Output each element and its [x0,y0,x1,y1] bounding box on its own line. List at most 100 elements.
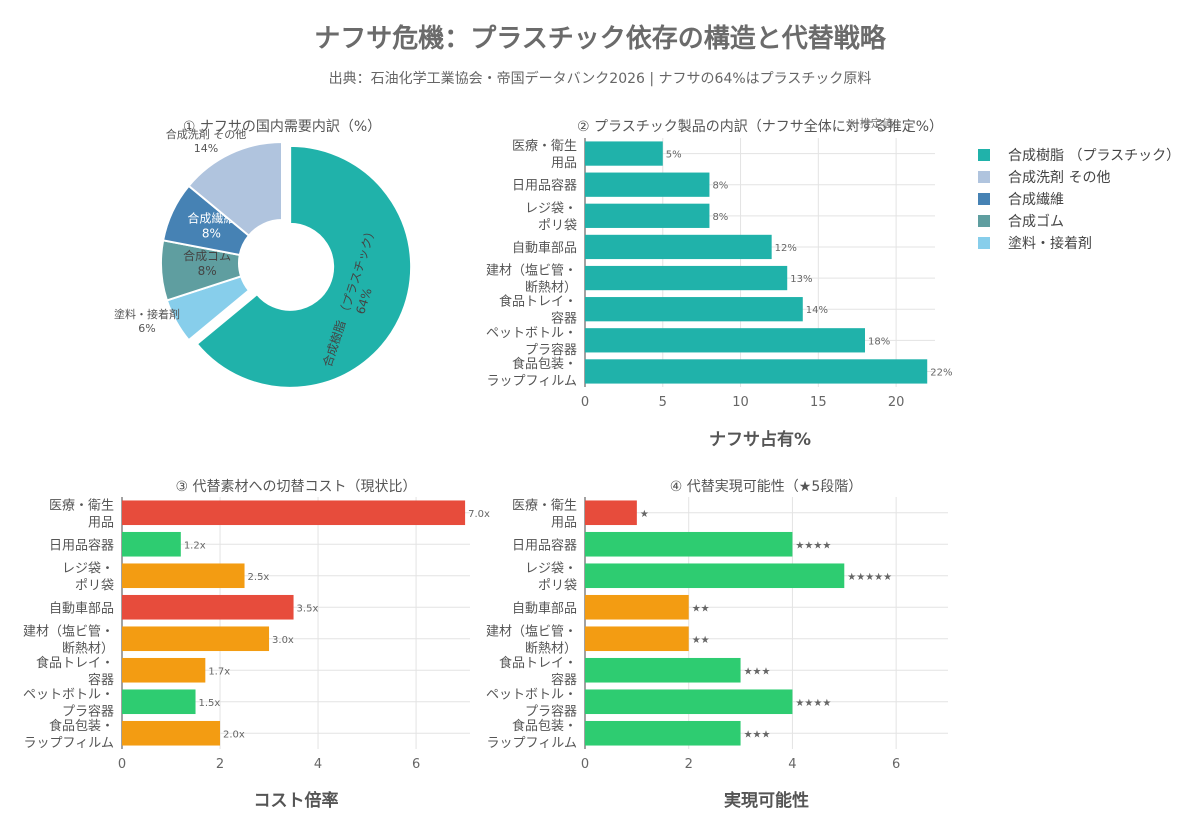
feasibility-data-label: ★★★★ [795,540,831,551]
feasibility-data-label: ★★★ [744,666,771,677]
cost-bar [122,500,466,526]
donut-slice-label: 塗料・接着剤 6% [114,307,180,335]
cost-tick-label: 6 [412,757,420,772]
cost-title: ③ 代替素材への切替コスト（現状比） [176,479,417,495]
share-tick-label: 20 [888,395,905,410]
feasibility-category-label: 建材（塩ビ管・断熱材） [486,624,577,656]
feasibility-category-label: 食品包装・ラップフィルム [487,718,577,751]
share-data-label: 14% [806,305,828,316]
feasibility-bar [585,689,793,715]
feasibility-data-label: ★★★★ [795,698,831,709]
donut-slice [187,140,283,237]
cost-bar [122,720,221,746]
legend-swatch [978,171,990,183]
share-title: ② プラスチック製品の内訳（ナフサ全体に対する推定%） [577,118,943,135]
share-data-label: 5% [666,150,682,161]
cost-bar [122,689,196,715]
legend-item[interactable]: 合成ゴム [978,210,1180,232]
feasibility-category-label: 日用品容器 [512,537,577,553]
legend-label: 合成ゴム [1008,214,1064,230]
legend-label: 合成樹脂 （プラスチック） [1008,148,1181,164]
cost-data-label: 7.0x [468,509,490,520]
share-data-label: 13% [790,274,812,285]
share-bar [585,141,663,166]
cost-data-label: 2.0x [223,729,245,740]
cost-data-label: 1.2x [184,540,206,551]
cost-tick-label: 0 [118,757,126,772]
cost-data-label: 2.5x [248,572,270,583]
legend-label: 塗料・接着剤 [1008,236,1092,252]
share-axis-title: ナフサ占有% [709,429,811,450]
legend-swatch [978,237,990,249]
cost-bar [122,657,206,683]
feasibility-category-label: レジ袋・ポリ袋 [525,561,577,593]
legend-item[interactable]: 合成繊維 [978,188,1180,210]
legend-item[interactable]: 合成洗剤 その他 [978,166,1180,188]
feasibility-data-label: ★★ [692,603,710,614]
share-bar [585,203,710,228]
cost-data-label: 1.7x [208,666,230,677]
share-bar [585,359,928,384]
cost-data-label: 1.5x [199,698,221,709]
share-data-label: 12% [775,243,797,254]
feasibility-category-label: 自動車部品 [512,601,577,616]
share-category-label: 食品トレイ・容器 [499,294,577,327]
cost-category-label: 食品トレイ・容器 [36,655,114,688]
feasibility-bar [585,500,637,526]
legend-swatch [978,193,990,205]
feasibility-tick-label: 6 [892,757,900,772]
feasibility-data-label: ★★ [692,635,710,646]
share-bar [585,297,803,322]
share-annotation: ※ 推定値 [847,116,893,130]
legend-swatch [978,215,990,227]
share-category-label: 建材（塩ビ管・断熱材） [486,264,577,296]
share-tick-label: 15 [810,395,827,410]
feasibility-bar [585,594,689,620]
donut-slice-label: 合成洗剤 その他 14% [166,127,247,155]
share-bar [585,172,710,197]
feasibility-category-label: 食品トレイ・容器 [499,655,577,688]
cost-category-label: 自動車部品 [49,601,114,616]
cost-tick-label: 4 [314,757,322,772]
share-data-label: 8% [712,181,728,192]
cost-category-label: 建材（塩ビ管・断熱材） [23,624,114,656]
cost-category-label: 医療・衛生用品 [49,498,114,530]
feasibility-data-label: ★ [640,509,649,520]
share-category-label: レジ袋・ポリ袋 [525,201,577,233]
feasibility-category-label: 医療・衛生用品 [512,498,577,530]
cost-bar [122,594,294,620]
page-subtitle: 出典：石油化学工業協会・帝国データバンク2026 | ナフサの64%はプラスチッ… [328,71,872,87]
cost-category-label: レジ袋・ポリ袋 [62,561,114,593]
share-category-label: 自動車部品 [512,241,577,256]
feasibility-bar [585,720,741,746]
cost-bar [122,563,245,589]
legend-swatch [978,149,990,161]
cost-axis-title: コスト倍率 [254,790,339,811]
feasibility-category-label: ペットボトル・プラ容器 [486,687,577,719]
legend-label: 合成洗剤 その他 [1008,170,1111,186]
share-tick-label: 0 [581,395,589,410]
donut-slice [195,144,413,389]
legend-item[interactable]: 合成樹脂 （プラスチック） [978,144,1180,166]
feasibility-bar [585,626,689,652]
legend-label: 合成繊維 [1008,192,1064,208]
share-bar [585,265,788,291]
feasibility-title: ④ 代替実現可能性（★5段階） [670,479,862,495]
cost-bar [122,626,270,652]
cost-category-label: 日用品容器 [49,537,114,553]
feasibility-tick-label: 0 [581,757,589,772]
feasibility-axis-title: 実現可能性 [724,790,809,811]
cost-data-label: 3.0x [272,635,294,646]
share-category-label: ペットボトル・プラ容器 [486,326,577,358]
share-category-label: 医療・衛生用品 [512,139,577,171]
cost-bar [122,531,181,557]
legend-item[interactable]: 塗料・接着剤 [978,232,1180,254]
share-tick-label: 5 [659,395,667,410]
legend: 合成樹脂 （プラスチック） 合成洗剤 その他 合成繊維合成ゴム塗料・接着剤 [978,144,1180,254]
feasibility-tick-label: 2 [685,757,693,772]
share-data-label: 22% [930,367,952,378]
share-category-label: 日用品容器 [512,178,577,194]
page-title: ナフサ危機：プラスチック依存の構造と代替戦略 [314,24,886,54]
share-bar [585,328,865,353]
share-tick-label: 10 [732,395,749,410]
